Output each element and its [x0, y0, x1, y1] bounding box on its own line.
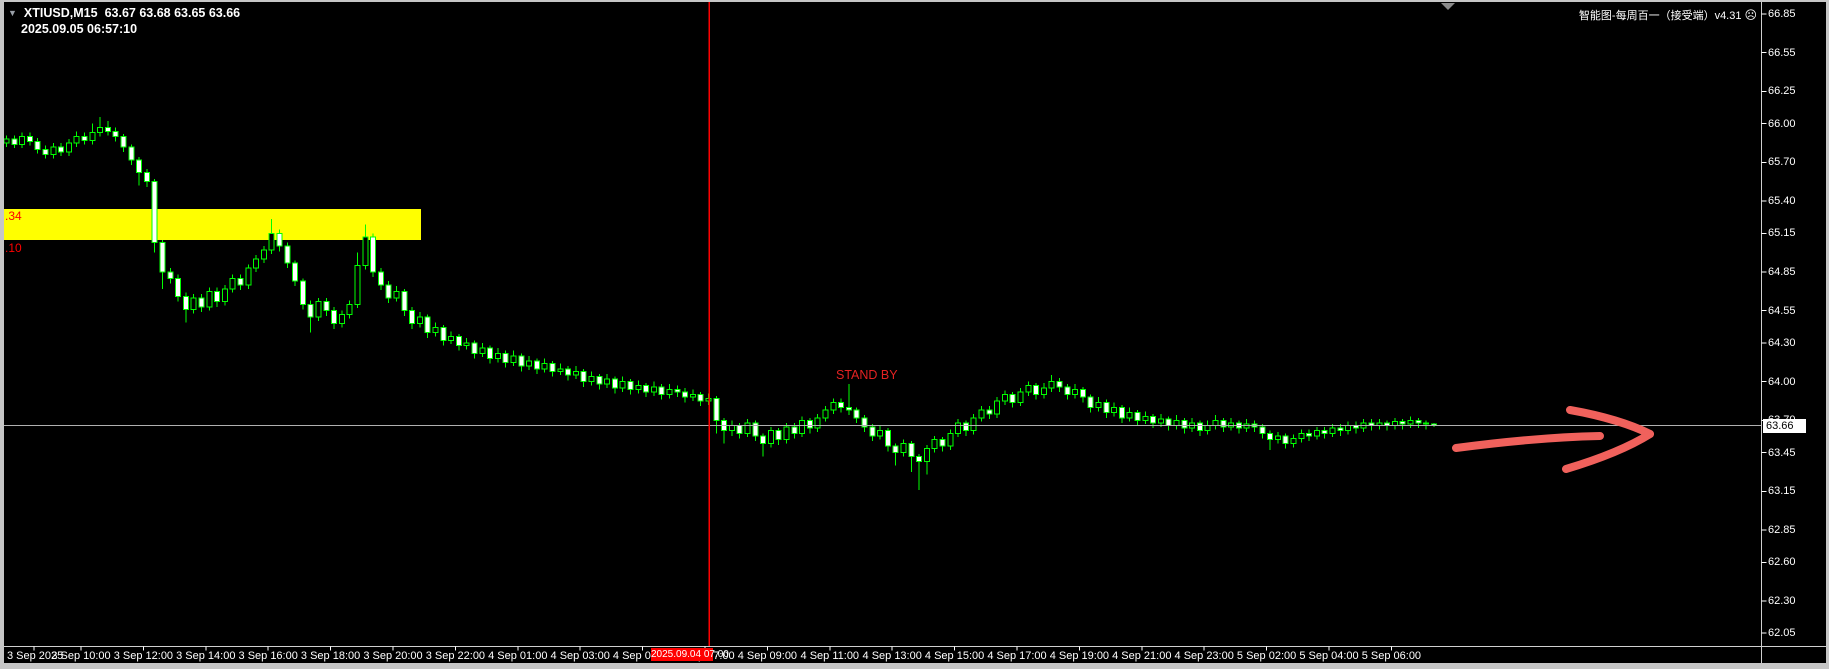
time-tick-label: 3 Sep 20:00 — [363, 650, 423, 662]
time-tick-label: 3 Sep 22:00 — [425, 650, 486, 662]
zone-top-price-label: .34 — [5, 209, 22, 223]
price-tick-label: 65.40 — [1768, 195, 1796, 208]
price-tick-label: 63.45 — [1768, 446, 1796, 459]
bid-price-tag: 63.66 — [1763, 418, 1806, 433]
time-tick-label: 3 Sep 14:00 — [176, 650, 236, 662]
drawn-arrow-object[interactable] — [1452, 406, 1654, 473]
server-time-label: 2025.09.05 06:57:10 — [21, 22, 138, 36]
price-tick-label: 62.05 — [1768, 627, 1796, 640]
time-tick-label: 4 Sep 17:00 — [987, 650, 1047, 662]
time-tick-label: 3 Sep 12:00 — [113, 650, 174, 662]
time-tick-label: 4 Sep 23:00 — [1174, 650, 1234, 662]
time-tick-label: 5 Sep 06:00 — [1361, 650, 1422, 662]
price-tick-label: 64.00 — [1768, 375, 1796, 388]
time-tick-label: 4 Sep 01:00 — [488, 650, 548, 662]
price-tick-label: 62.30 — [1768, 594, 1796, 607]
time-tick-label: 3 Sep 10:00 — [51, 650, 111, 662]
time-tick-label: 4 Sep 21:00 — [1112, 650, 1172, 662]
chart-shift-marker-icon[interactable] — [1441, 3, 1455, 10]
price-tick-label: 62.85 — [1768, 524, 1796, 536]
candlestick-chart[interactable] — [4, 2, 1826, 663]
axis-ticks — [33, 13, 1767, 651]
candles — [4, 117, 1437, 491]
price-tick-label: 66.25 — [1768, 85, 1796, 98]
indicator-label: 智能图-每周百一（接受端）v4.31 ☹ — [1579, 7, 1757, 23]
time-tick-label: 5 Sep 02:00 — [1236, 650, 1297, 662]
price-tick-label: 62.60 — [1768, 556, 1796, 569]
time-tick-label: 4 Sep 19:00 — [1049, 650, 1110, 662]
time-tick-label: 5 Sep 04:00 — [1299, 650, 1359, 662]
zone-bottom-price-label: .10 — [5, 241, 22, 255]
sad-face-icon[interactable]: ☹ — [1744, 7, 1757, 22]
price-tick-label: 64.30 — [1768, 336, 1796, 349]
symbol-info: ▼ XTIUSD,M15 63.67 63.68 63.65 63.66 — [8, 6, 240, 20]
price-tick-label: 64.85 — [1768, 266, 1796, 278]
price-tick-label: 66.00 — [1768, 117, 1796, 130]
price-tick-label: 65.15 — [1768, 227, 1796, 240]
price-tick-label: 63.15 — [1768, 485, 1796, 498]
standby-text-object[interactable]: STAND BY — [836, 368, 898, 382]
price-tick-label: 65.70 — [1768, 156, 1796, 169]
yellow-zone-rectangle[interactable] — [4, 208, 421, 240]
vline-time-tag: 2025.09.04 07:00 — [651, 648, 729, 661]
indicator-name: 智能图-每周百一（接受端）v4.31 — [1578, 10, 1742, 22]
time-tick-label: 3 Sep 18:00 — [300, 650, 361, 662]
price-tick-label: 66.85 — [1768, 8, 1796, 20]
time-tick-label: 3 Sep 2025 — [7, 650, 64, 662]
price-tick-label: 66.55 — [1768, 46, 1796, 59]
symbol-timeframe-label: XTIUSD,M15 — [23, 6, 98, 20]
time-tick-label: 3 Sep 16:00 — [238, 650, 298, 662]
time-tick-label: 4 Sep 11:00 — [800, 650, 860, 662]
price-tick-label: 64.55 — [1768, 304, 1796, 317]
chevron-down-icon[interactable]: ▼ — [8, 8, 17, 18]
chart-area[interactable]: ▼ XTIUSD,M15 63.67 63.68 63.65 63.66 202… — [4, 2, 1826, 663]
time-tick-label: 4 Sep 09:00 — [737, 650, 798, 662]
time-tick-label: 4 Sep 15:00 — [924, 650, 985, 662]
time-tick-label: 4 Sep 03:00 — [550, 650, 610, 662]
ohlc-values: 63.67 63.68 63.65 63.66 — [104, 6, 241, 20]
time-tick-label: 4 Sep 13:00 — [862, 650, 922, 662]
